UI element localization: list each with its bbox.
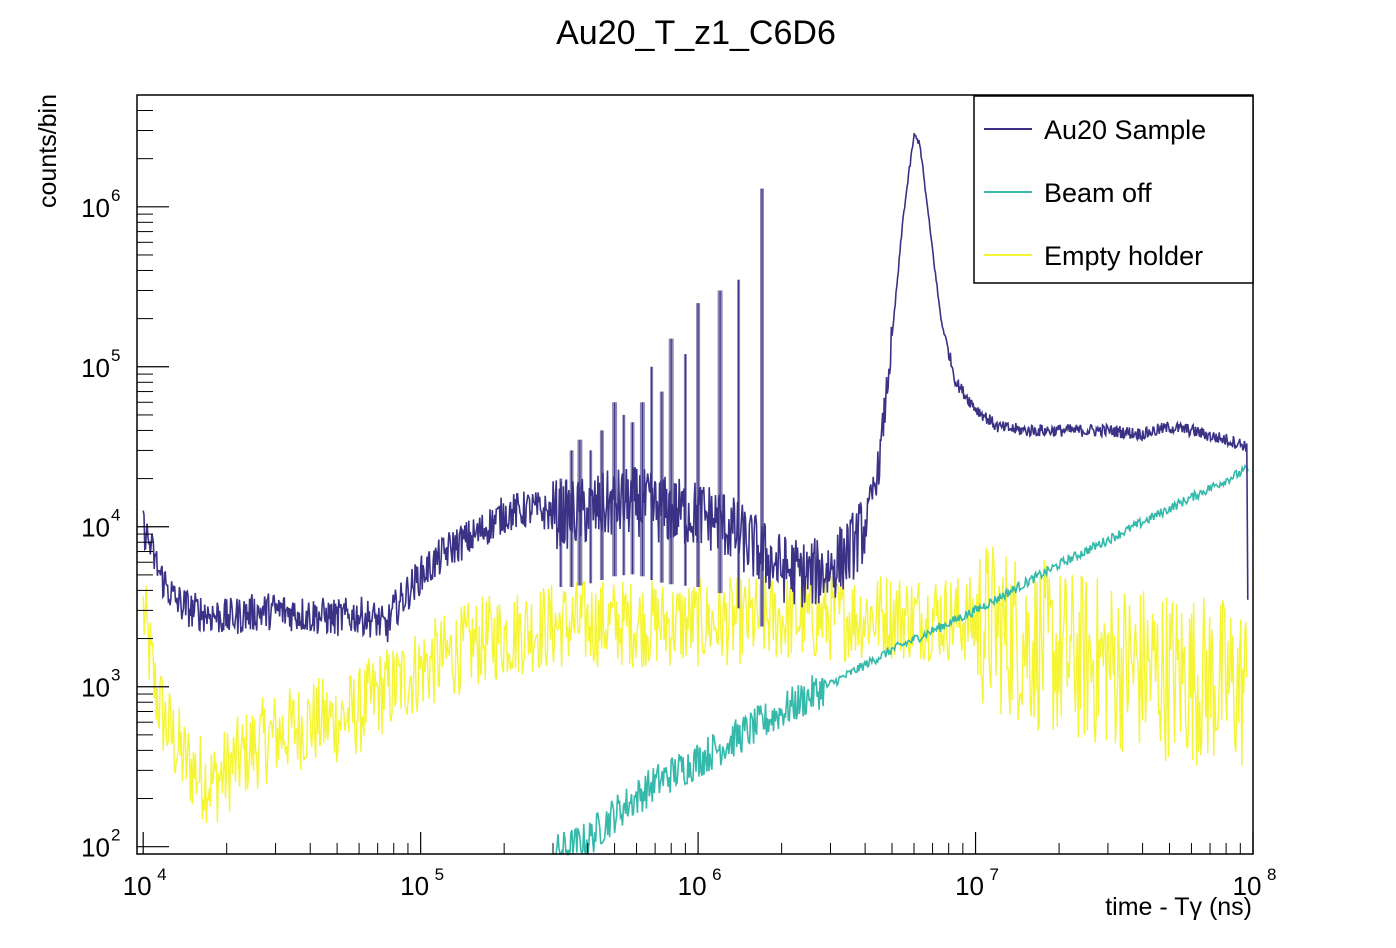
x-tick-label: 10	[123, 871, 152, 901]
y-tick-exponent: 5	[111, 346, 120, 365]
series-beam-off	[553, 463, 1249, 858]
x-tick-label: 10	[955, 871, 984, 901]
legend-label-empty-holder: Empty holder	[1044, 241, 1203, 271]
x-tick-exponent: 7	[990, 865, 999, 884]
y-tick-label: 10	[81, 673, 110, 703]
chart-title: Au20_T_z1_C6D6	[556, 14, 836, 52]
y-axis-label: counts/bin	[34, 94, 62, 208]
x-tick-label: 10	[1233, 871, 1262, 901]
legend-label-beam-off: Beam off	[1044, 178, 1152, 208]
x-tick-label: 10	[400, 871, 429, 901]
y-tick-label: 10	[81, 833, 110, 863]
y-tick-label: 10	[81, 513, 110, 543]
x-tick-exponent: 5	[435, 865, 444, 884]
y-tick-exponent: 2	[111, 826, 120, 845]
x-tick-exponent: 8	[1267, 865, 1276, 884]
y-tick-label: 10	[81, 193, 110, 223]
legend-box	[973, 95, 1254, 284]
series-layer	[142, 132, 1249, 858]
x-tick-label: 10	[678, 871, 707, 901]
series-empty-holder	[142, 546, 1248, 824]
y-tick-exponent: 6	[111, 186, 120, 205]
legend: Au20 Sample Beam off Empty holder	[973, 95, 1254, 284]
plot-frame	[136, 94, 1254, 855]
series-au20-sample	[142, 132, 1249, 643]
y-tick-label: 10	[81, 353, 110, 383]
y-tick-exponent: 3	[111, 666, 120, 685]
legend-label-au20-sample: Au20 Sample	[1044, 115, 1206, 145]
x-tick-exponent: 4	[157, 865, 166, 884]
axis-layer: 10 4 10 5 10 6 10 7 10 810 210 310 410 510 6	[81, 94, 1276, 901]
x-axis-label: time - Tγ (ns)	[1105, 893, 1252, 921]
y-tick-exponent: 4	[111, 506, 120, 525]
x-tick-exponent: 6	[712, 865, 721, 884]
